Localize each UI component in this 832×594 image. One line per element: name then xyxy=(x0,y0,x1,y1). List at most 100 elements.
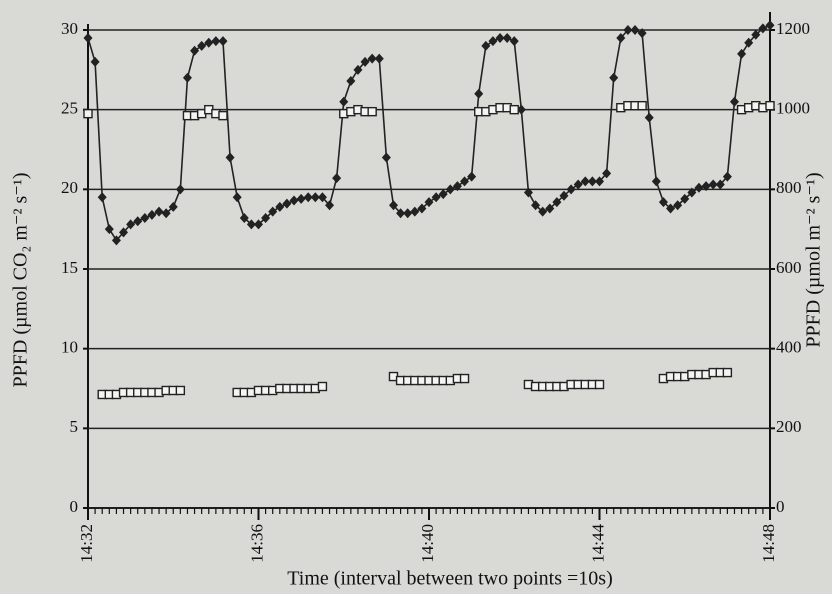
diamond-marker xyxy=(538,206,548,217)
diamond-marker xyxy=(694,182,704,193)
diamond-marker xyxy=(204,37,214,48)
y2-tick-label: 800 xyxy=(776,178,802,197)
diamond-marker xyxy=(168,201,178,212)
diamond-marker xyxy=(396,208,406,219)
diamond-marker xyxy=(488,36,498,47)
diamond-marker xyxy=(623,25,633,35)
diamond-marker xyxy=(566,184,576,195)
diamond-marker xyxy=(637,28,647,39)
diamond-marker xyxy=(133,216,143,227)
diamond-marker xyxy=(495,32,505,43)
diamond-marker xyxy=(445,184,455,195)
diamond-marker xyxy=(239,213,249,224)
y-tick-label: 5 xyxy=(70,417,79,436)
square-marker xyxy=(317,381,328,392)
diamond-marker xyxy=(140,213,150,224)
diamond-marker xyxy=(616,32,626,43)
diamond-marker xyxy=(502,32,512,43)
diamond-marker xyxy=(630,25,640,35)
diamond-marker xyxy=(218,36,228,47)
diamond-marker xyxy=(381,152,391,163)
square-marker xyxy=(367,106,377,117)
diamond-marker xyxy=(474,88,484,99)
diamond-marker xyxy=(83,32,93,43)
x-tick-label: 14:44 xyxy=(588,524,607,563)
diamond-marker xyxy=(175,184,185,195)
diamond-marker xyxy=(111,235,121,246)
y2-tick-label: 600 xyxy=(776,258,802,277)
y2-axis-title: PPFD (µmol m⁻² s⁻¹) xyxy=(803,172,825,347)
diamond-marker xyxy=(161,208,171,219)
diamond-marker xyxy=(715,179,725,190)
diamond-marker xyxy=(729,96,739,107)
diamond-marker xyxy=(701,181,711,192)
x-tick-label: 14:40 xyxy=(418,524,437,563)
diamond-marker xyxy=(417,203,427,214)
diamond-marker xyxy=(438,189,448,200)
diamond-marker xyxy=(673,200,683,211)
y2-tick-label: 200 xyxy=(776,417,802,436)
diamond-marker xyxy=(182,72,192,83)
diamond-marker xyxy=(523,187,533,198)
y-tick-label: 25 xyxy=(61,99,78,118)
diamond-marker xyxy=(225,152,235,163)
diamond-marker xyxy=(97,192,107,203)
diamond-marker xyxy=(587,176,597,187)
diamond-marker xyxy=(211,36,221,47)
x-tick-label: 14:32 xyxy=(77,524,96,563)
diamond-marker xyxy=(559,190,569,201)
diamond-marker xyxy=(431,192,441,203)
diamond-marker xyxy=(651,176,661,187)
x-tick-label: 14:36 xyxy=(247,524,266,563)
diamond-marker xyxy=(119,227,129,238)
diamond-marker xyxy=(197,40,207,51)
diamond-marker xyxy=(644,112,654,123)
y2-tick-label: 400 xyxy=(776,338,802,357)
diamond-marker xyxy=(680,193,690,204)
diamond-marker xyxy=(90,56,100,67)
diamond-marker xyxy=(268,206,278,217)
diamond-marker xyxy=(531,200,541,211)
diamond-marker xyxy=(367,53,377,64)
square-marker xyxy=(83,108,93,119)
diamond-marker xyxy=(737,48,747,59)
y-tick-label: 10 xyxy=(61,338,78,357)
diamond-marker xyxy=(310,192,320,203)
y-axis-title: PPFD (µmol CO₂ m⁻² s⁻¹) xyxy=(10,173,32,388)
y-tick-label: 15 xyxy=(61,258,78,277)
diamond-marker xyxy=(254,219,263,230)
diamond-marker xyxy=(332,173,342,184)
diamond-marker xyxy=(424,197,434,208)
diamond-marker xyxy=(722,171,732,182)
diamond-marker xyxy=(595,176,604,187)
diamond-marker xyxy=(232,192,242,203)
y-tick-label: 0 xyxy=(70,497,79,516)
diamond-marker xyxy=(190,45,200,56)
diamond-marker xyxy=(303,192,313,203)
diamond-marker xyxy=(765,20,775,31)
diamond-marker xyxy=(388,200,398,211)
y2-tick-label: 1200 xyxy=(776,19,810,38)
x-axis-title: Time (interval between two points =10s) xyxy=(287,568,613,590)
diamond-marker xyxy=(708,179,718,190)
diamond-marker xyxy=(460,176,470,187)
diamond-marker xyxy=(374,53,384,64)
diamond-marker xyxy=(481,40,491,51)
diamond-marker xyxy=(516,104,526,115)
diamond-marker xyxy=(147,209,157,220)
diamond-marker xyxy=(317,192,327,203)
y-tick-label: 30 xyxy=(61,19,78,38)
diamond-marker xyxy=(289,195,299,206)
diamond-marker xyxy=(353,64,363,75)
diamond-marker xyxy=(602,168,612,179)
diamond-marker xyxy=(609,72,619,83)
diamond-marker xyxy=(509,36,519,47)
diamond-marker xyxy=(282,198,292,209)
diamond-marker xyxy=(687,187,697,198)
square-marker xyxy=(637,100,647,111)
diamond-marker xyxy=(403,208,413,219)
x-tick-label: 14:48 xyxy=(759,524,778,563)
square-marker xyxy=(459,373,470,384)
diamond-marker xyxy=(658,197,668,208)
diamond-marker xyxy=(360,56,370,67)
